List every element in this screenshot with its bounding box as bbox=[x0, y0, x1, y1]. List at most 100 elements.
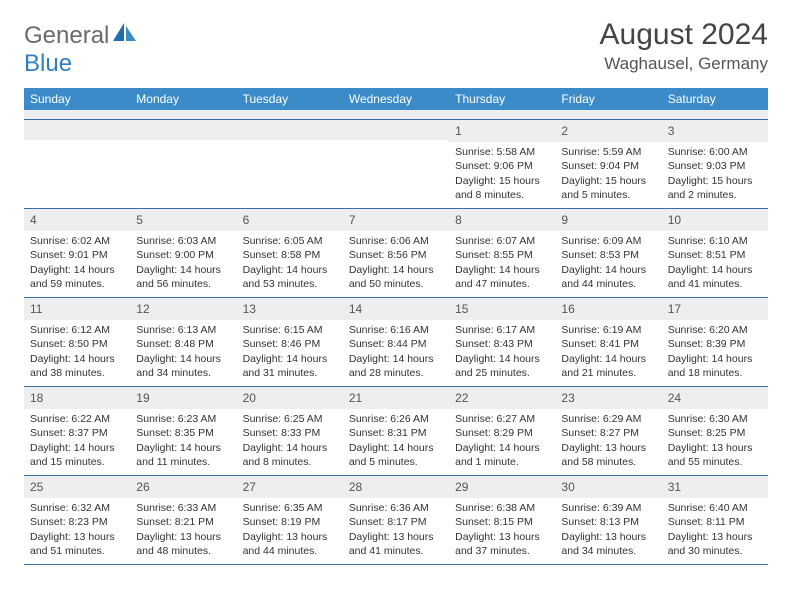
cell-body: Sunrise: 6:07 AMSunset: 8:55 PMDaylight:… bbox=[449, 231, 555, 297]
cell-body: Sunrise: 6:35 AMSunset: 8:19 PMDaylight:… bbox=[237, 498, 343, 564]
sunrise-text: Sunrise: 6:17 AM bbox=[455, 323, 549, 337]
cell-body: Sunrise: 6:29 AMSunset: 8:27 PMDaylight:… bbox=[555, 409, 661, 475]
day-header-row: Sunday Monday Tuesday Wednesday Thursday… bbox=[24, 88, 768, 110]
daylight-text: Daylight: 13 hours and 34 minutes. bbox=[561, 530, 655, 558]
sunrise-text: Sunrise: 6:03 AM bbox=[136, 234, 230, 248]
day-number: 10 bbox=[662, 209, 768, 231]
cell-body: Sunrise: 6:19 AMSunset: 8:41 PMDaylight:… bbox=[555, 320, 661, 386]
day-number: 30 bbox=[555, 476, 661, 498]
calendar-cell: 23Sunrise: 6:29 AMSunset: 8:27 PMDayligh… bbox=[555, 387, 661, 475]
sail-icon bbox=[113, 22, 139, 50]
daylight-text: Daylight: 14 hours and 8 minutes. bbox=[243, 441, 337, 469]
day-number: 6 bbox=[237, 209, 343, 231]
sunrise-text: Sunrise: 6:23 AM bbox=[136, 412, 230, 426]
dayhead-sun: Sunday bbox=[24, 88, 130, 110]
sunrise-text: Sunrise: 6:07 AM bbox=[455, 234, 549, 248]
sunrise-text: Sunrise: 6:00 AM bbox=[668, 145, 762, 159]
sunset-text: Sunset: 9:06 PM bbox=[455, 159, 549, 173]
sunrise-text: Sunrise: 6:09 AM bbox=[561, 234, 655, 248]
cell-body: Sunrise: 6:22 AMSunset: 8:37 PMDaylight:… bbox=[24, 409, 130, 475]
day-number: 23 bbox=[555, 387, 661, 409]
page-header: GeneralBlue August 2024 Waghausel, Germa… bbox=[24, 18, 768, 78]
cell-body: Sunrise: 6:39 AMSunset: 8:13 PMDaylight:… bbox=[555, 498, 661, 564]
daylight-text: Daylight: 14 hours and 15 minutes. bbox=[30, 441, 124, 469]
sunset-text: Sunset: 9:04 PM bbox=[561, 159, 655, 173]
day-number: 8 bbox=[449, 209, 555, 231]
sunrise-text: Sunrise: 6:26 AM bbox=[349, 412, 443, 426]
sunrise-text: Sunrise: 6:39 AM bbox=[561, 501, 655, 515]
calendar-cell: 17Sunrise: 6:20 AMSunset: 8:39 PMDayligh… bbox=[662, 298, 768, 386]
calendar-cell: 29 Sunrise: 6:38 AMSunset: 8:15 PMDayligh… bbox=[449, 476, 555, 564]
daylight-text: Daylight: 14 hours and 34 minutes. bbox=[136, 352, 230, 380]
calendar-cell: 15Sunrise: 6:17 AMSunset: 8:43 PMDayligh… bbox=[449, 298, 555, 386]
daylight-text: Daylight: 14 hours and 21 minutes. bbox=[561, 352, 655, 380]
sunrise-text: Sunrise: 6:10 AM bbox=[668, 234, 762, 248]
sunrise-text: Sunrise: 6:06 AM bbox=[349, 234, 443, 248]
day-number: 26 bbox=[130, 476, 236, 498]
sunset-text: Sunset: 8:21 PM bbox=[136, 515, 230, 529]
sunrise-text: Sunrise: 6:32 AM bbox=[30, 501, 124, 515]
sunset-text: Sunset: 8:51 PM bbox=[668, 248, 762, 262]
day-number: 5 bbox=[130, 209, 236, 231]
week-row: 25Sunrise: 6:32 AMSunset: 8:23 PMDayligh… bbox=[24, 476, 768, 565]
calendar-cell: 16Sunrise: 6:19 AMSunset: 8:41 PMDayligh… bbox=[555, 298, 661, 386]
brand-part2: Blue bbox=[24, 50, 72, 77]
day-number: 21 bbox=[343, 387, 449, 409]
sunrise-text: Sunrise: 5:59 AM bbox=[561, 145, 655, 159]
calendar-cell bbox=[130, 120, 236, 208]
sunrise-text: Sunrise: 6:38 AM bbox=[455, 501, 549, 515]
calendar-cell: 24Sunrise: 6:30 AMSunset: 8:25 PMDayligh… bbox=[662, 387, 768, 475]
daylight-text: Daylight: 14 hours and 38 minutes. bbox=[30, 352, 124, 380]
daylight-text: Daylight: 13 hours and 30 minutes. bbox=[668, 530, 762, 558]
dayhead-tue: Tuesday bbox=[237, 88, 343, 110]
sunset-text: Sunset: 9:03 PM bbox=[668, 159, 762, 173]
day-number: 29 bbox=[449, 476, 555, 498]
day-number bbox=[343, 120, 449, 140]
day-number: 4 bbox=[24, 209, 130, 231]
cell-body: Sunrise: 6:15 AMSunset: 8:46 PMDaylight:… bbox=[237, 320, 343, 386]
day-number: 28 bbox=[343, 476, 449, 498]
day-number: 14 bbox=[343, 298, 449, 320]
sunset-text: Sunset: 8:15 PM bbox=[455, 515, 549, 529]
sunset-text: Sunset: 8:37 PM bbox=[30, 426, 124, 440]
day-number bbox=[237, 120, 343, 140]
sunset-text: Sunset: 8:50 PM bbox=[30, 337, 124, 351]
calendar-cell: 1Sunrise: 5:58 AMSunset: 9:06 PMDaylight… bbox=[449, 120, 555, 208]
sunset-text: Sunset: 8:29 PM bbox=[455, 426, 549, 440]
cell-body: Sunrise: 6:02 AMSunset: 9:01 PMDaylight:… bbox=[24, 231, 130, 297]
sunset-text: Sunset: 8:19 PM bbox=[243, 515, 337, 529]
daylight-text: Daylight: 13 hours and 37 minutes. bbox=[455, 530, 549, 558]
title-block: August 2024 Waghausel, Germany bbox=[600, 18, 768, 74]
calendar-cell: 28Sunrise: 6:36 AMSunset: 8:17 PMDayligh… bbox=[343, 476, 449, 564]
day-number: 22 bbox=[449, 387, 555, 409]
day-number: 20 bbox=[237, 387, 343, 409]
sunset-text: Sunset: 8:33 PM bbox=[243, 426, 337, 440]
sunrise-text: Sunrise: 6:20 AM bbox=[668, 323, 762, 337]
day-number: 24 bbox=[662, 387, 768, 409]
cell-body: Sunrise: 6:25 AMSunset: 8:33 PMDaylight:… bbox=[237, 409, 343, 475]
calendar-cell bbox=[24, 120, 130, 208]
cell-body: Sunrise: 6:05 AMSunset: 8:58 PMDaylight:… bbox=[237, 231, 343, 297]
daylight-text: Daylight: 14 hours and 47 minutes. bbox=[455, 263, 549, 291]
daylight-text: Daylight: 14 hours and 53 minutes. bbox=[243, 263, 337, 291]
sunset-text: Sunset: 8:25 PM bbox=[668, 426, 762, 440]
day-number: 19 bbox=[130, 387, 236, 409]
sunset-text: Sunset: 8:41 PM bbox=[561, 337, 655, 351]
daylight-text: Daylight: 15 hours and 8 minutes. bbox=[455, 174, 549, 202]
daylight-text: Daylight: 14 hours and 28 minutes. bbox=[349, 352, 443, 380]
calendar-cell: 21Sunrise: 6:26 AMSunset: 8:31 PMDayligh… bbox=[343, 387, 449, 475]
cell-body: Sunrise: 6:30 AMSunset: 8:25 PMDaylight:… bbox=[662, 409, 768, 475]
cell-body: Sunrise: 6:16 AMSunset: 8:44 PMDaylight:… bbox=[343, 320, 449, 386]
day-number bbox=[24, 120, 130, 140]
cell-body: Sunrise: 6:10 AMSunset: 8:51 PMDaylight:… bbox=[662, 231, 768, 297]
sunset-text: Sunset: 8:46 PM bbox=[243, 337, 337, 351]
daylight-text: Daylight: 13 hours and 51 minutes. bbox=[30, 530, 124, 558]
calendar-cell: 27Sunrise: 6:35 AMSunset: 8:19 PMDayligh… bbox=[237, 476, 343, 564]
day-number: 18 bbox=[24, 387, 130, 409]
calendar-cell: 8Sunrise: 6:07 AMSunset: 8:55 PMDaylight… bbox=[449, 209, 555, 297]
cell-body: Sunrise: 6:26 AMSunset: 8:31 PMDaylight:… bbox=[343, 409, 449, 475]
cell-body: Sunrise: 6:09 AMSunset: 8:53 PMDaylight:… bbox=[555, 231, 661, 297]
location-label: Waghausel, Germany bbox=[600, 54, 768, 74]
daylight-text: Daylight: 14 hours and 50 minutes. bbox=[349, 263, 443, 291]
calendar-cell: 22Sunrise: 6:27 AMSunset: 8:29 PMDayligh… bbox=[449, 387, 555, 475]
